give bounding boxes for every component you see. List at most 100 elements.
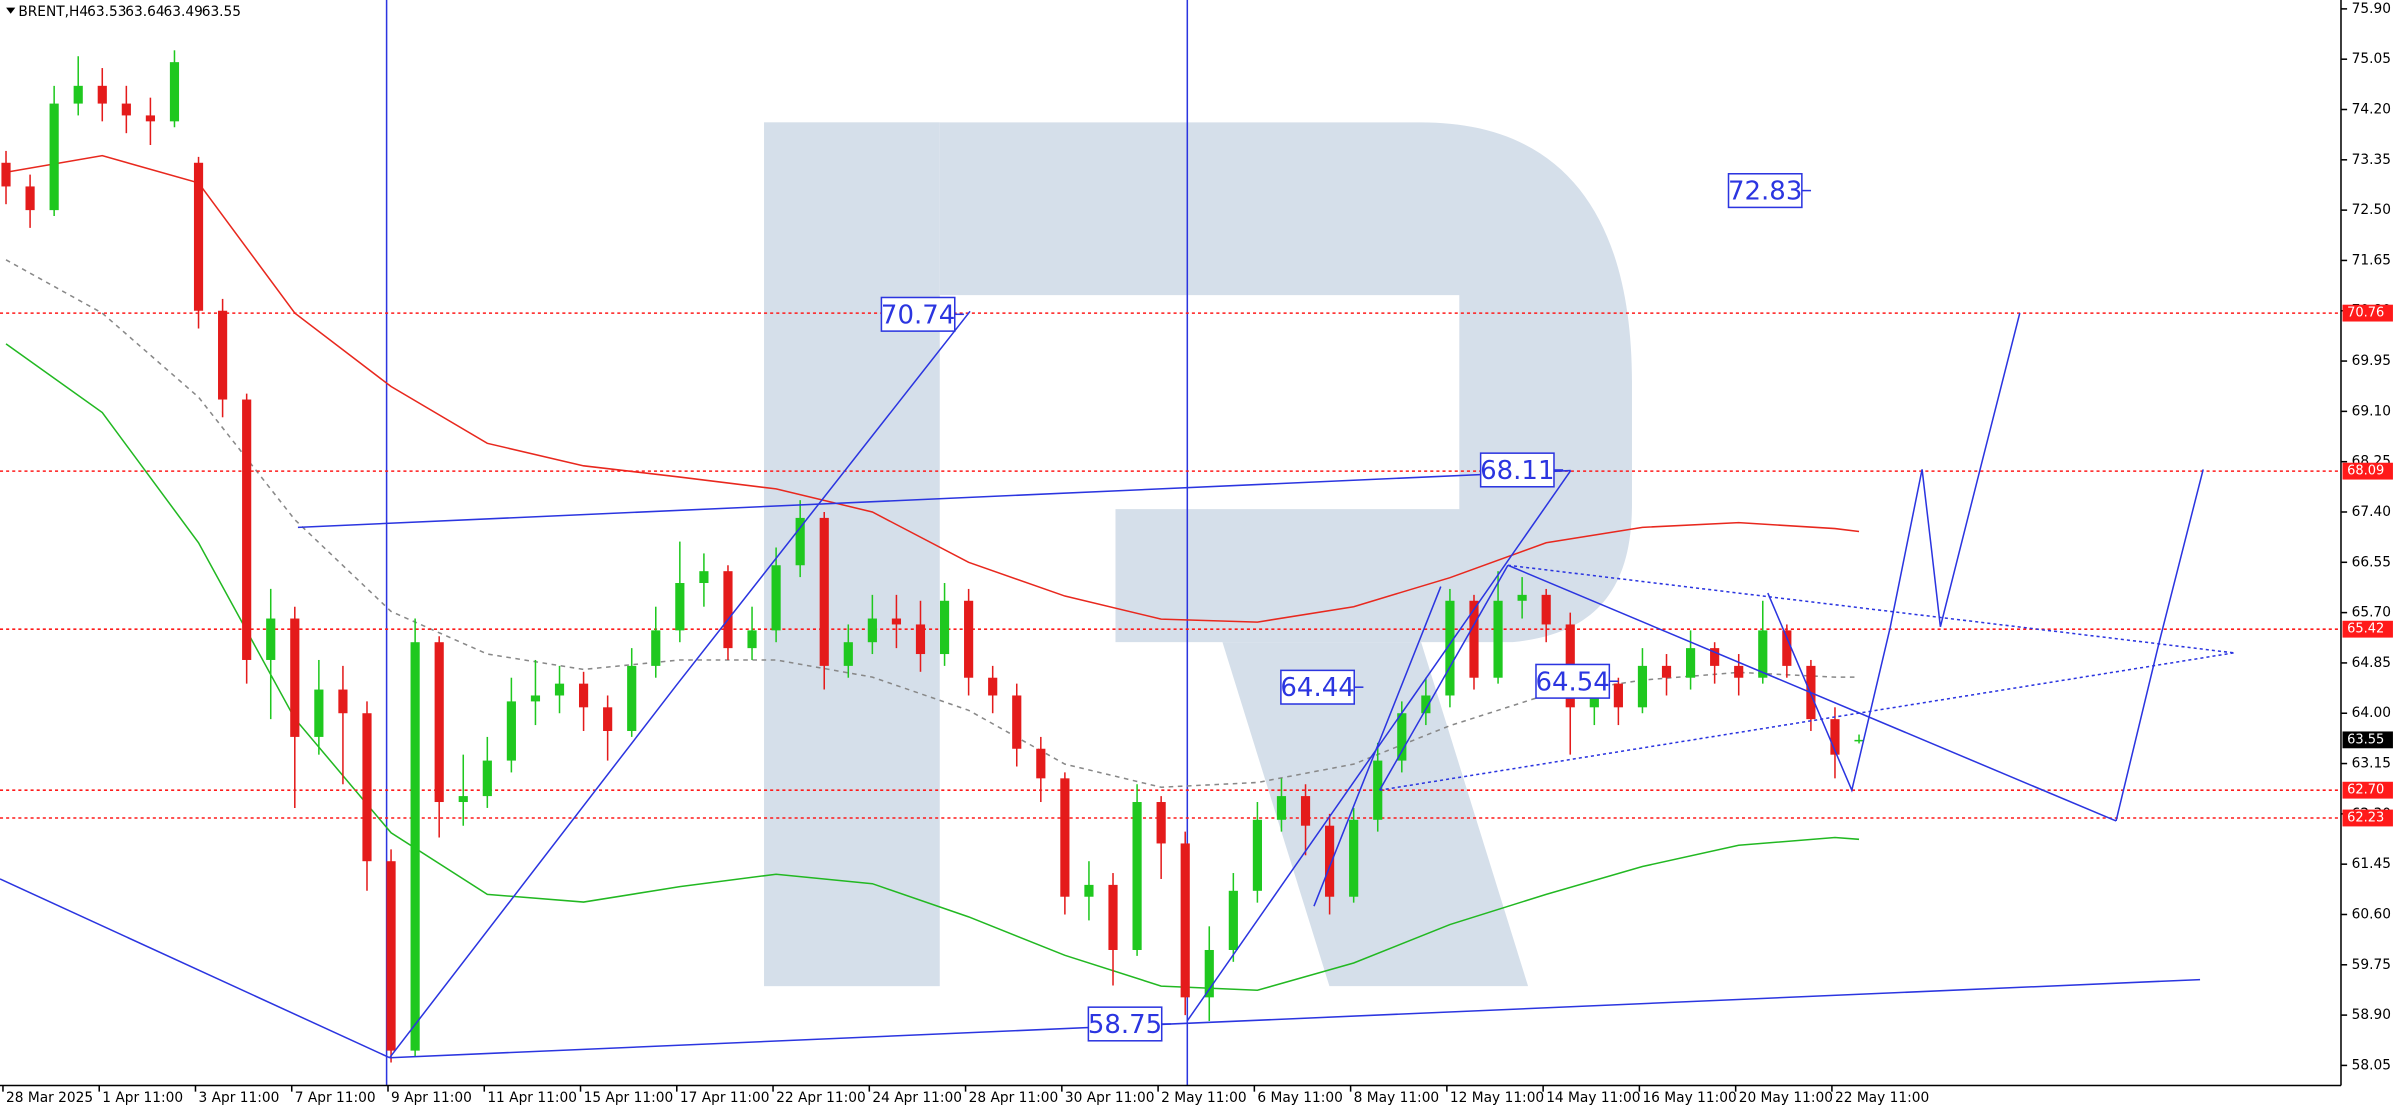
indicator-line xyxy=(5,259,1860,788)
ohlc-close: 63.55 xyxy=(202,4,241,20)
candle-body xyxy=(747,630,757,649)
trend-line xyxy=(389,978,2201,1059)
candle-body xyxy=(25,186,35,211)
trend-line xyxy=(1378,564,1509,791)
candle-body xyxy=(73,85,83,104)
y-tick-label: 64.00 xyxy=(2352,705,2391,721)
candle-body xyxy=(1084,884,1094,897)
level-label: 65.42 xyxy=(2347,622,2384,637)
trend-line xyxy=(1767,312,2021,793)
candle-body xyxy=(819,517,829,666)
level-label: 68.09 xyxy=(2347,464,2384,479)
x-tick-label: 22 May 11:00 xyxy=(1835,1090,1929,1106)
candle-body xyxy=(338,689,348,714)
candle-body xyxy=(1373,760,1383,820)
x-tick-label: 28 Apr 11:00 xyxy=(969,1090,1059,1106)
x-tick-label: 16 May 11:00 xyxy=(1642,1090,1736,1106)
candle-body xyxy=(386,861,396,1051)
candle-body xyxy=(795,517,805,566)
candle-body xyxy=(506,701,516,761)
candle-body xyxy=(314,689,324,737)
y-tick-label: 67.40 xyxy=(2352,504,2391,520)
candle-body xyxy=(1,162,11,187)
level-label-box xyxy=(2342,620,2393,638)
y-tick-label: 72.50 xyxy=(2352,202,2391,218)
candle-body xyxy=(1782,630,1792,666)
menu-arrow[interactable] xyxy=(6,7,16,14)
candle-body xyxy=(675,583,685,631)
symbol: BRENT,H4 xyxy=(18,4,88,20)
candle-body xyxy=(771,565,781,631)
annotation-box xyxy=(1087,1006,1163,1042)
candle-body xyxy=(218,310,228,400)
x-tick-label: 1 Apr 11:00 xyxy=(102,1090,183,1106)
candle-body xyxy=(362,713,372,862)
trend-line xyxy=(2115,469,2204,822)
x-tick-label: 15 Apr 11:00 xyxy=(584,1090,674,1106)
trend-line xyxy=(1507,564,2117,822)
level-label-box xyxy=(2342,809,2393,827)
candle-body xyxy=(1252,819,1262,891)
level-label-box xyxy=(2342,462,2393,480)
candle-body xyxy=(627,665,637,731)
annotation-box xyxy=(880,296,956,332)
candle-body xyxy=(97,85,107,104)
candle-body xyxy=(458,796,468,803)
candle-body xyxy=(1132,802,1142,950)
y-tick-label: 75.90 xyxy=(2352,1,2391,17)
candle-body xyxy=(1661,665,1672,678)
candle-body xyxy=(482,760,492,797)
candle-body xyxy=(1276,796,1287,820)
ohlc-open: 63.53 xyxy=(87,4,126,20)
level-label: 70.76 xyxy=(2347,306,2384,321)
y-tick-label: 66.55 xyxy=(2352,554,2391,570)
candle-body xyxy=(1685,648,1696,678)
candle-body xyxy=(434,642,444,803)
x-tick-label: 3 Apr 11:00 xyxy=(199,1090,280,1106)
x-tick-label: 8 May 11:00 xyxy=(1354,1090,1440,1106)
annotation-label: 64.44 xyxy=(1280,673,1354,703)
candle-body xyxy=(843,642,853,666)
trend-line xyxy=(389,310,971,1059)
candle-body xyxy=(915,624,926,655)
x-tick-label: 14 May 11:00 xyxy=(1546,1090,1640,1106)
annotation-label: 64.54 xyxy=(1535,667,1609,697)
indicator-line xyxy=(5,154,1860,623)
x-tick-label: 22 Apr 11:00 xyxy=(776,1090,866,1106)
candle-body xyxy=(1421,695,1431,714)
candle-body xyxy=(1469,600,1479,678)
candle-body xyxy=(1613,683,1623,708)
x-tick-label: 24 Apr 11:00 xyxy=(872,1090,962,1106)
y-tick-label: 74.20 xyxy=(2352,101,2391,117)
level-label: 62.23 xyxy=(2347,810,2384,825)
candle-body xyxy=(1156,802,1166,844)
candle-body xyxy=(603,707,613,731)
candle-body xyxy=(1108,884,1118,950)
candle-body xyxy=(1637,665,1648,708)
candle-body xyxy=(1397,713,1407,761)
y-tick-label: 59.75 xyxy=(2352,957,2391,973)
candle-body xyxy=(964,600,974,678)
x-tick-label: 6 May 11:00 xyxy=(1257,1090,1343,1106)
annotation-label: 72.83 xyxy=(1728,177,1802,207)
candle-body xyxy=(193,162,204,311)
y-tick-label: 60.60 xyxy=(2352,906,2391,922)
y-tick-label: 58.05 xyxy=(2352,1057,2391,1073)
trend-line xyxy=(297,469,1571,529)
level-label: 62.70 xyxy=(2347,783,2384,798)
y-tick-label: 65.70 xyxy=(2352,605,2391,621)
x-tick-label: 11 Apr 11:00 xyxy=(487,1090,577,1106)
candle-body xyxy=(1180,843,1190,998)
level-label-box xyxy=(2342,304,2393,322)
candle-body xyxy=(1830,719,1840,755)
candle-body xyxy=(1204,949,1214,998)
level-label-box xyxy=(2342,781,2393,799)
candle-body xyxy=(145,115,155,122)
candle-body xyxy=(530,695,541,702)
candle-body xyxy=(1710,648,1720,666)
x-tick-label: 17 Apr 11:00 xyxy=(680,1090,770,1106)
y-tick-label: 73.35 xyxy=(2352,152,2391,168)
y-tick-label: 69.10 xyxy=(2352,403,2391,419)
watermark xyxy=(764,122,1632,987)
